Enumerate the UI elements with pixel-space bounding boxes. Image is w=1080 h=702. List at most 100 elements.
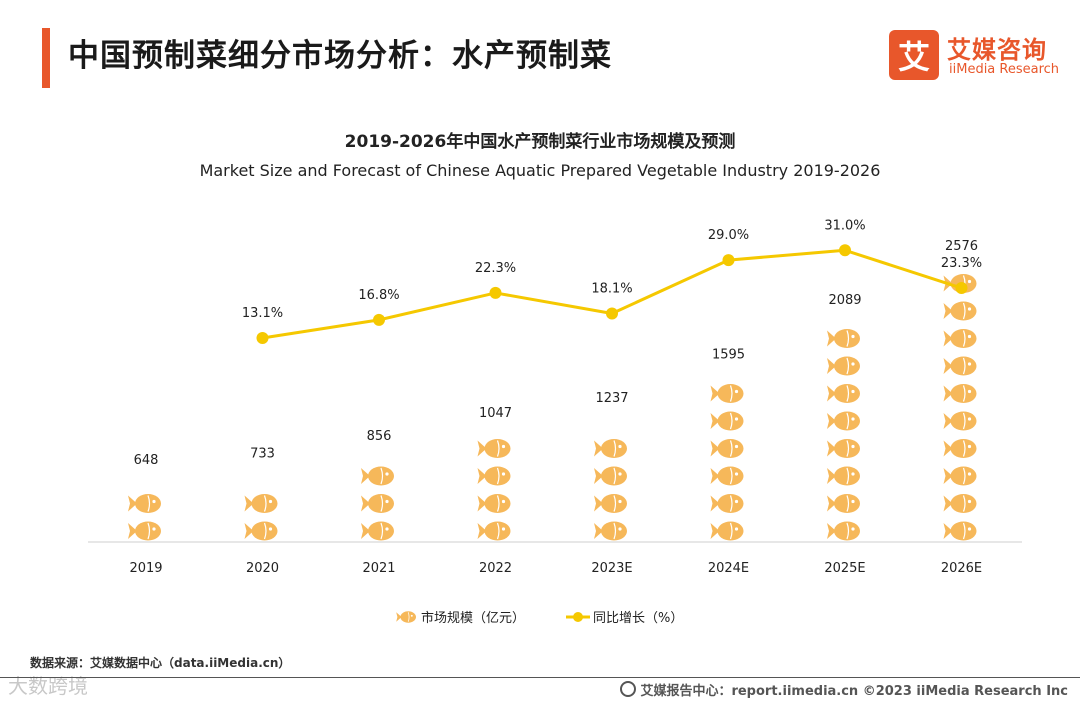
fish-icon-partial (594, 412, 627, 431)
growth-label-2025E: 31.0% (824, 218, 865, 233)
fish-icon (476, 520, 512, 542)
footer-divider (0, 677, 1080, 678)
fish-icon (709, 438, 745, 459)
bar-2023E (593, 412, 628, 542)
growth-label-2024E: 29.0% (708, 228, 749, 243)
fish-icon (360, 465, 395, 487)
x-tick-2020: 2020 (246, 561, 279, 576)
fish-icon (243, 520, 279, 542)
legend-label-growth: 同比增长（%） (593, 611, 683, 626)
fish-icon (360, 493, 395, 514)
fish-icon (826, 355, 861, 377)
x-tick-2023E: 2023E (591, 561, 632, 576)
growth-point-2024E (722, 254, 735, 267)
fish-icon (709, 520, 745, 542)
fish-icon (127, 520, 162, 542)
iimedia-logo: 艾 艾媒咨询 iiMedia Research (889, 30, 1064, 82)
fish-icon (942, 300, 978, 322)
bar-value-label-2021: 856 (367, 429, 392, 444)
fish-icon (593, 520, 628, 542)
globe-icon (620, 681, 637, 697)
x-tick-2026E: 2026E (941, 561, 982, 576)
logo-en-text: iiMedia Research (949, 62, 1060, 77)
growth-label-2021: 16.8% (358, 288, 399, 303)
growth-point-2020 (256, 332, 269, 344)
fish-icon (942, 438, 978, 459)
fish-icon (826, 520, 861, 542)
logo-mark-text: 艾 (898, 38, 930, 76)
growth-label-2020: 13.1% (242, 306, 283, 321)
fish-icon (709, 465, 745, 487)
growth-point-2025E (839, 244, 851, 257)
bar-2022 (476, 438, 512, 542)
bar-value-label-2025E: 2089 (828, 293, 861, 308)
footer-copyright-text: 艾媒报告中心：report.iimedia.cn ©2023 iiMedia R… (640, 684, 1068, 699)
fish-icon (243, 493, 279, 514)
fish-icon (942, 410, 978, 432)
fish-icon-partial (128, 467, 161, 486)
market-size-chart: 648 733 856 1047 1237 1595 2089 2576 13.1% 16.8% 2… (88, 218, 1022, 626)
fish-icon (942, 355, 978, 377)
fish-icon (826, 465, 861, 487)
fish-icon (476, 438, 512, 459)
legend-dot-icon (573, 612, 583, 622)
page-title: 中国预制菜细分市场分析：水产预制菜 (68, 38, 612, 74)
data-source-note: 数据来源：艾媒数据中心（data.iiMedia.cn） (30, 656, 291, 670)
bar-value-label-2022: 1047 (479, 406, 512, 421)
fish-icon (942, 465, 978, 487)
bar-2019 (127, 467, 162, 542)
logo-glyph: 艾 (898, 38, 930, 76)
fish-icon (942, 383, 978, 404)
fish-icon (942, 520, 978, 542)
legend-label-market-size: 市场规模（亿元） (421, 610, 525, 626)
fish-icon (826, 438, 861, 459)
fish-icon (942, 493, 978, 514)
bar-2020 (243, 467, 279, 542)
fish-icon (826, 493, 861, 514)
fish-icon (826, 383, 861, 404)
bar-2021 (360, 465, 395, 542)
growth-label-2023E: 18.1% (591, 282, 632, 297)
growth-point-2026E (955, 282, 968, 295)
logo-cn-text: 艾媒咨询 (947, 36, 1047, 64)
bar-value-label-2023E: 1237 (595, 391, 628, 406)
x-tick-2025E: 2025E (824, 561, 865, 576)
fish-icon-partial (245, 467, 278, 486)
fish-icon (826, 410, 861, 432)
watermark-text: 大数跨境 (8, 674, 88, 698)
x-tick-2024E: 2024E (708, 561, 749, 576)
footer-copyright: 艾媒报告中心：report.iimedia.cn ©2023 iiMedia R… (620, 680, 1068, 699)
legend-fish-icon (395, 610, 417, 624)
bar-2025E (826, 328, 861, 542)
bar-2024E (709, 383, 745, 542)
growth-point-2022 (489, 286, 502, 299)
growth-label-2026E: 23.3% (941, 256, 982, 271)
title-accent-bar (42, 28, 50, 88)
bar-value-label-2020: 733 (250, 446, 275, 461)
fish-icon (709, 383, 745, 404)
fish-icon (709, 493, 745, 514)
bar-value-label-2026E: 2576 (945, 239, 978, 254)
growth-label-2022: 22.3% (475, 261, 516, 276)
fish-icon (127, 493, 162, 514)
x-tick-2022: 2022 (479, 561, 512, 576)
fish-icon (476, 465, 512, 487)
logo-mark-icon: 艾 (889, 30, 939, 80)
legend-item-market-size: 市场规模（亿元） (395, 610, 525, 626)
growth-point-2021 (373, 313, 385, 326)
chart-subtitle: Market Size and Forecast of Chinese Aqua… (199, 161, 881, 180)
legend: 市场规模（亿元） 同比增长（%） (395, 610, 683, 626)
bar-value-label-2024E: 1595 (712, 347, 745, 362)
fish-icon (709, 410, 745, 432)
chart-title: 2019-2026年中国水产预制菜行业市场规模及预测 (344, 132, 736, 152)
x-tick-2019: 2019 (129, 561, 162, 576)
legend-item-growth: 同比增长（%） (566, 611, 683, 626)
fish-icon (593, 438, 628, 459)
fish-icon (360, 520, 395, 542)
bar-value-label-2019: 648 (134, 453, 159, 468)
fish-icon (593, 493, 628, 514)
fish-icon (593, 465, 628, 487)
growth-point-2023E (606, 307, 618, 320)
x-tick-2021: 2021 (362, 561, 395, 576)
fish-icon (476, 493, 512, 514)
